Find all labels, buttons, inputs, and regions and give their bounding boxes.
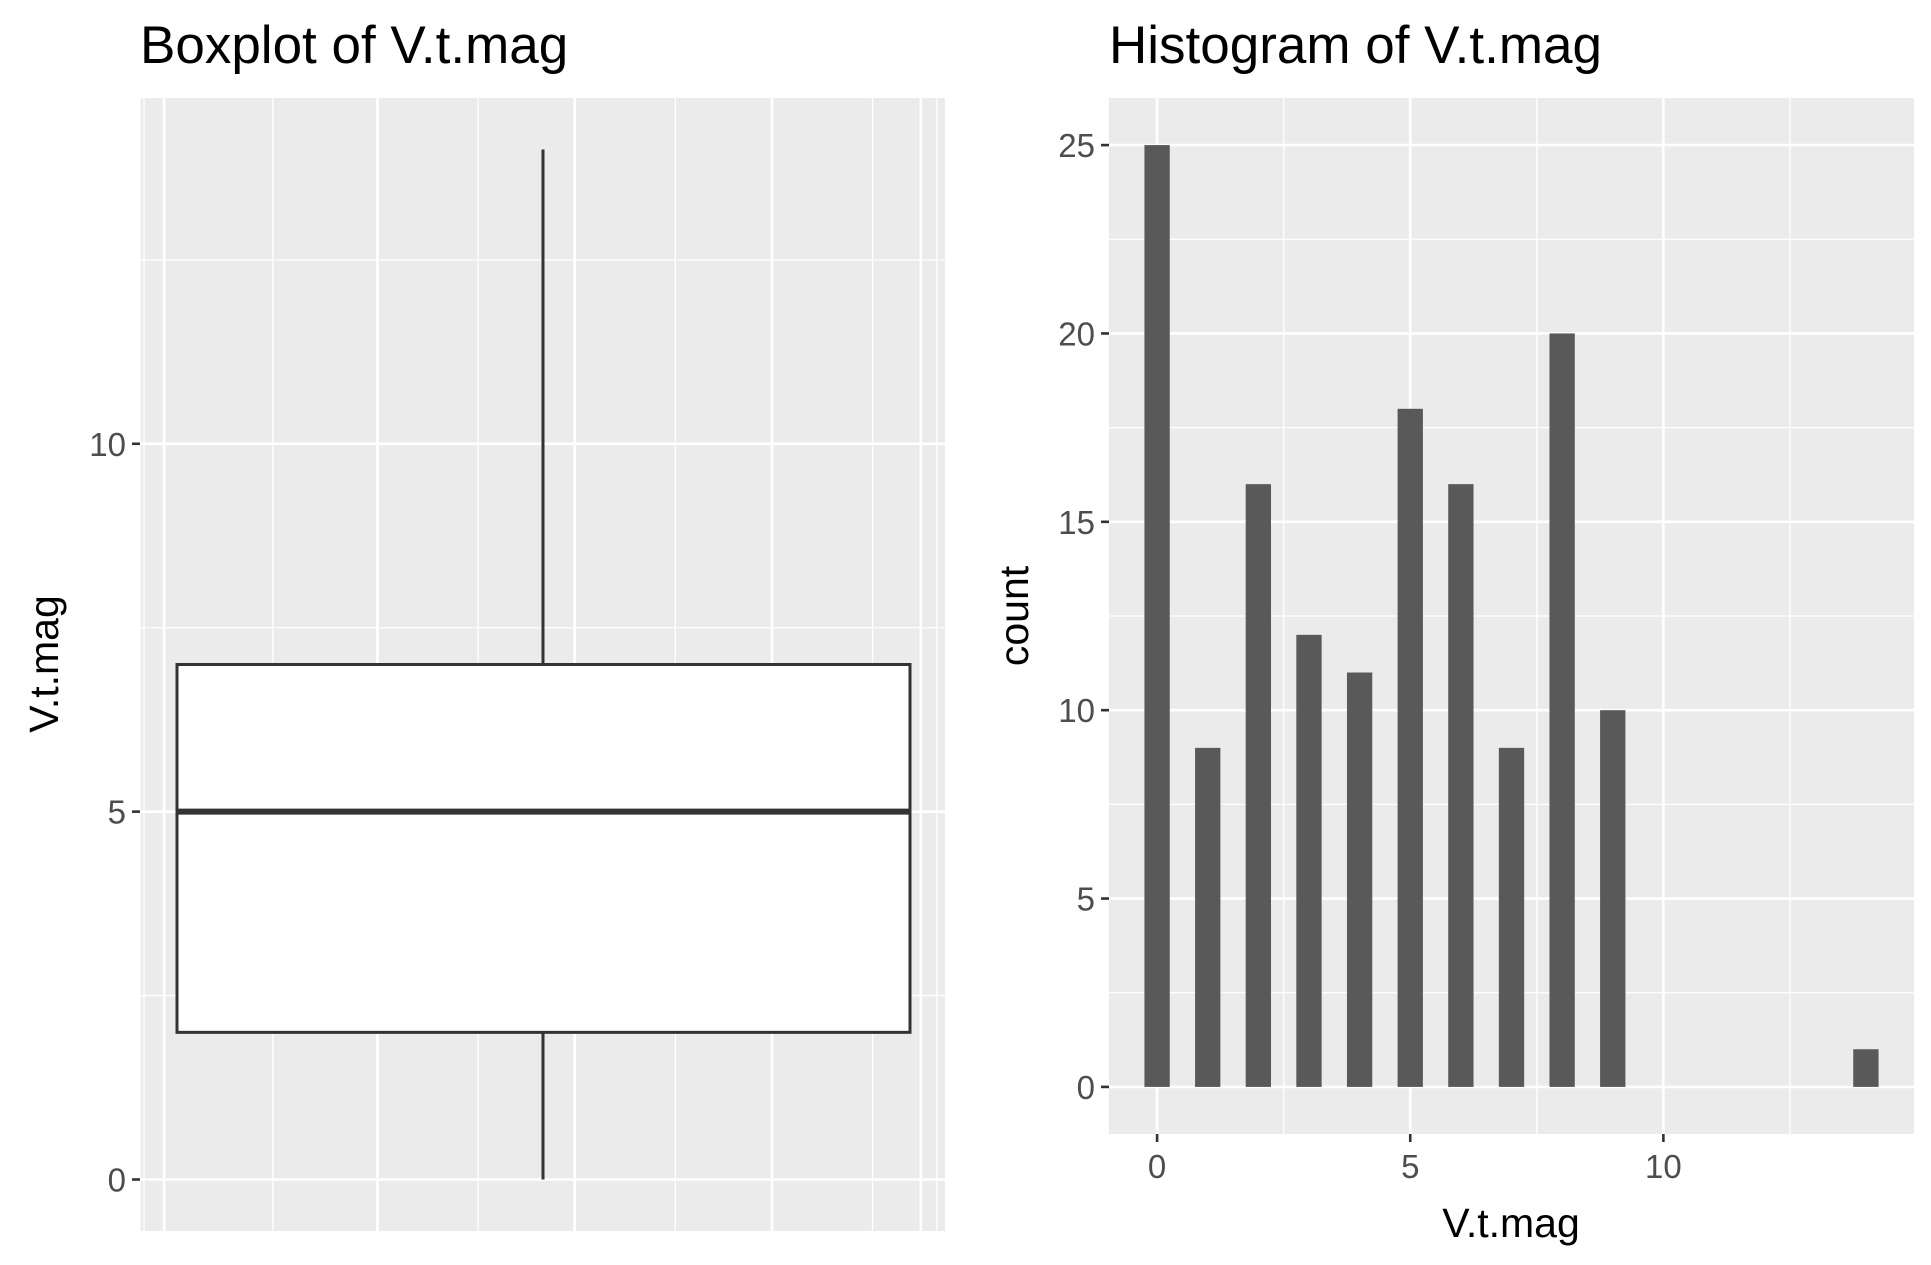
histogram-y-tick-label: 5	[1077, 881, 1095, 918]
boxplot-box	[175, 663, 912, 1034]
histogram-x-tick-label: 10	[1645, 1148, 1682, 1185]
boxplot-y-axis: 0 5 10	[89, 426, 140, 1199]
histogram-bar	[1144, 145, 1170, 1087]
boxplot-box-group	[175, 149, 912, 1180]
histogram-chart: Histogram of V.t.mag 0 5 10 15 20 25 0 5 10 V.t…	[991, 16, 1914, 1246]
histogram-x-tick-label: 5	[1401, 1148, 1419, 1185]
histogram-x-axis: 0 5 10	[1148, 1134, 1682, 1185]
histogram-x-tick-label: 0	[1148, 1148, 1166, 1185]
histogram-bar	[1498, 747, 1525, 1087]
boxplot-y-tick-label: 10	[89, 426, 126, 463]
histogram-bar	[1853, 1049, 1879, 1087]
histogram-bar	[1600, 710, 1626, 1087]
histogram-bar	[1296, 634, 1322, 1087]
histogram-bar	[1346, 672, 1373, 1087]
histogram-y-axis-title: count	[991, 565, 1037, 666]
boxplot-y-axis-title: V.t.mag	[21, 595, 67, 733]
histogram-bar	[1397, 408, 1423, 1087]
histogram-y-tick-label: 15	[1058, 504, 1095, 541]
boxplot-y-tick-label: 0	[108, 1162, 126, 1199]
histogram-bar	[1448, 484, 1474, 1087]
histogram-y-tick-label: 10	[1058, 692, 1095, 729]
histogram-y-axis: 0 5 10 15 20 25	[1058, 127, 1109, 1106]
histogram-bar	[1195, 747, 1221, 1087]
histogram-grid	[1109, 98, 1914, 1134]
histogram-bars	[1144, 145, 1879, 1087]
histogram-bar	[1549, 333, 1575, 1087]
histogram-title: Histogram of V.t.mag	[1109, 16, 1602, 75]
histogram-y-tick-label: 20	[1058, 315, 1095, 352]
histogram-y-tick-label: 0	[1077, 1069, 1095, 1106]
histogram-y-tick-label: 25	[1058, 127, 1095, 164]
boxplot-title: Boxplot of V.t.mag	[140, 16, 568, 75]
boxplot-chart: Boxplot of V.t.mag 0 5 10 V.t.mag	[21, 16, 945, 1231]
histogram-x-axis-title: V.t.mag	[1442, 1200, 1580, 1246]
boxplot-y-tick-label: 5	[108, 794, 126, 831]
histogram-bar	[1245, 484, 1272, 1087]
